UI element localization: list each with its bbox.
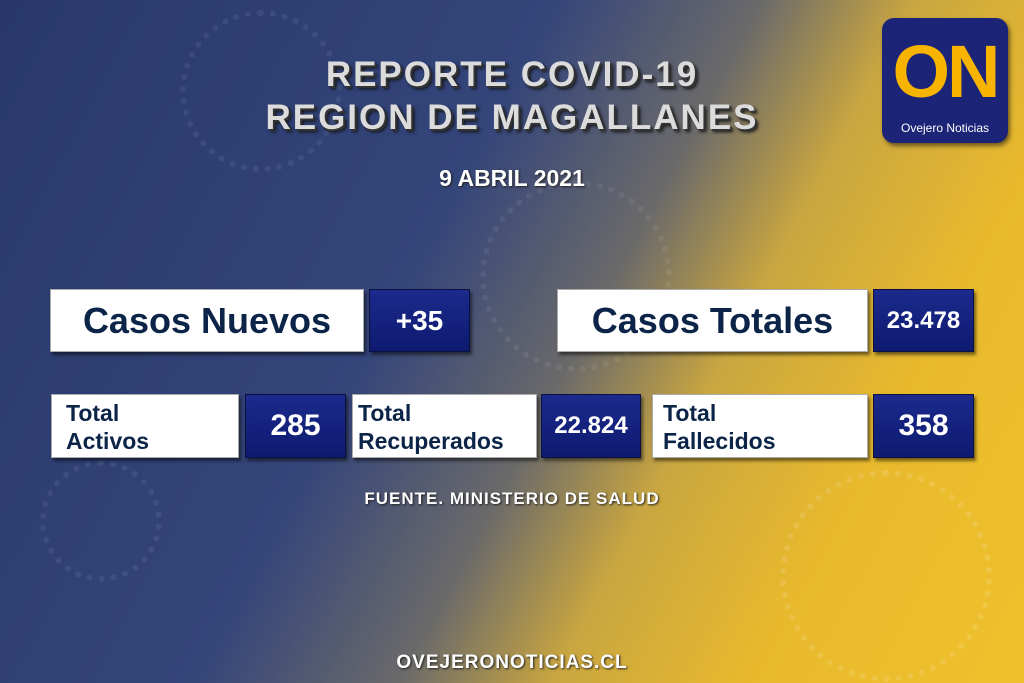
website: OVEJERONOTICIAS.CL bbox=[396, 652, 628, 673]
casos-totales-value: 23.478 bbox=[873, 289, 974, 352]
report-date: 9 ABRIL 2021 bbox=[439, 165, 585, 191]
total-fallecidos-value: 358 bbox=[873, 394, 974, 458]
casos-totales-label: Casos Totales bbox=[557, 289, 868, 352]
title-line2: REGION DE MAGALLANES bbox=[265, 98, 759, 137]
total-activos-value: 285 bbox=[245, 394, 346, 458]
casos-nuevos-label: Casos Nuevos bbox=[50, 289, 364, 352]
logo-letters: ON bbox=[892, 30, 1001, 113]
virus-decoration bbox=[180, 10, 342, 172]
total-activos-label: Total Activos bbox=[51, 394, 239, 458]
casos-nuevos-value: +35 bbox=[369, 289, 470, 352]
virus-decoration bbox=[40, 460, 162, 582]
ovejero-noticias-logo: ON Ovejero Noticias bbox=[882, 18, 1008, 143]
label-line2: Recuperados bbox=[358, 428, 504, 454]
total-recuperados-label: Total Recuperados bbox=[352, 394, 537, 458]
virus-decoration bbox=[780, 470, 992, 682]
title-line1: REPORTE COVID-19 bbox=[325, 55, 699, 94]
label-line1: Total bbox=[358, 400, 412, 426]
label-line2: Activos bbox=[66, 428, 150, 454]
source-note: FUENTE. MINISTERIO DE SALUD bbox=[364, 489, 660, 508]
label-line1: Total bbox=[663, 400, 717, 426]
label-line2: Fallecidos bbox=[663, 428, 776, 454]
total-recuperados-value: 22.824 bbox=[541, 394, 641, 458]
label-line1: Total bbox=[66, 400, 120, 426]
total-fallecidos-label: Total Fallecidos bbox=[652, 394, 868, 458]
logo-name: Ovejero Noticias bbox=[900, 121, 990, 135]
virus-decoration bbox=[480, 180, 672, 372]
